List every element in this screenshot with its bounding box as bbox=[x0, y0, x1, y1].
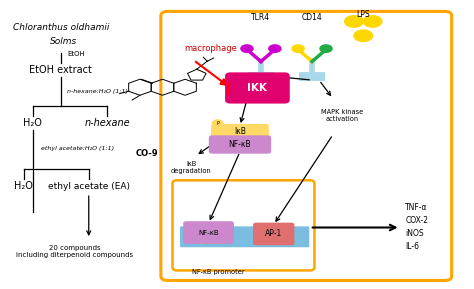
FancyBboxPatch shape bbox=[201, 230, 205, 244]
Circle shape bbox=[345, 16, 363, 27]
Text: 20 compounds
including diterpenoid compounds: 20 compounds including diterpenoid compo… bbox=[16, 245, 133, 258]
FancyBboxPatch shape bbox=[209, 135, 271, 154]
Text: Chloranthus oldhamii: Chloranthus oldhamii bbox=[13, 23, 109, 32]
Text: iNOS: iNOS bbox=[405, 229, 424, 238]
Text: n-hexane: n-hexane bbox=[84, 118, 130, 128]
Text: NF-κB promoter: NF-κB promoter bbox=[191, 269, 244, 275]
FancyBboxPatch shape bbox=[211, 124, 269, 139]
Circle shape bbox=[363, 16, 382, 27]
Circle shape bbox=[269, 45, 281, 52]
Text: Solms: Solms bbox=[50, 37, 77, 46]
Text: TNF-α: TNF-α bbox=[405, 203, 428, 212]
Text: ethyl acetate:H₂O (1:1): ethyl acetate:H₂O (1:1) bbox=[41, 146, 114, 151]
Circle shape bbox=[320, 45, 332, 52]
Text: COX-2: COX-2 bbox=[405, 216, 428, 225]
Circle shape bbox=[241, 45, 253, 52]
Circle shape bbox=[354, 30, 373, 41]
FancyBboxPatch shape bbox=[225, 72, 290, 103]
Text: AP-1: AP-1 bbox=[265, 229, 283, 238]
FancyBboxPatch shape bbox=[180, 226, 310, 247]
Text: n-hexane:H₂O (1:1): n-hexane:H₂O (1:1) bbox=[67, 89, 128, 94]
Text: LPS: LPS bbox=[356, 10, 370, 19]
Text: H₂O: H₂O bbox=[24, 118, 42, 128]
FancyBboxPatch shape bbox=[217, 230, 222, 244]
Text: P: P bbox=[216, 121, 219, 125]
Text: IκB
degradation: IκB degradation bbox=[171, 161, 211, 174]
Text: IKK: IKK bbox=[247, 83, 267, 93]
FancyBboxPatch shape bbox=[248, 72, 274, 81]
Text: CO-9: CO-9 bbox=[136, 149, 158, 158]
Text: IL-6: IL-6 bbox=[405, 242, 419, 251]
Text: NF-κB: NF-κB bbox=[229, 140, 251, 149]
FancyBboxPatch shape bbox=[183, 221, 234, 244]
Text: ethyl acetate (EA): ethyl acetate (EA) bbox=[48, 181, 130, 190]
Text: IκB: IκB bbox=[234, 127, 246, 136]
Text: CD14: CD14 bbox=[302, 13, 322, 22]
Text: macrophage: macrophage bbox=[184, 44, 237, 53]
FancyBboxPatch shape bbox=[253, 223, 294, 245]
Text: EtOH: EtOH bbox=[67, 51, 85, 57]
Text: H₂O: H₂O bbox=[14, 181, 33, 191]
Text: NF-κB: NF-κB bbox=[198, 229, 219, 236]
FancyBboxPatch shape bbox=[173, 180, 314, 271]
FancyBboxPatch shape bbox=[209, 230, 213, 244]
Text: TLR4: TLR4 bbox=[251, 13, 271, 22]
Circle shape bbox=[292, 45, 304, 52]
FancyBboxPatch shape bbox=[161, 11, 452, 280]
FancyBboxPatch shape bbox=[299, 72, 325, 81]
Text: EtOH extract: EtOH extract bbox=[29, 65, 92, 75]
Text: MAPK kinase
activation: MAPK kinase activation bbox=[321, 109, 364, 122]
Circle shape bbox=[212, 120, 223, 126]
